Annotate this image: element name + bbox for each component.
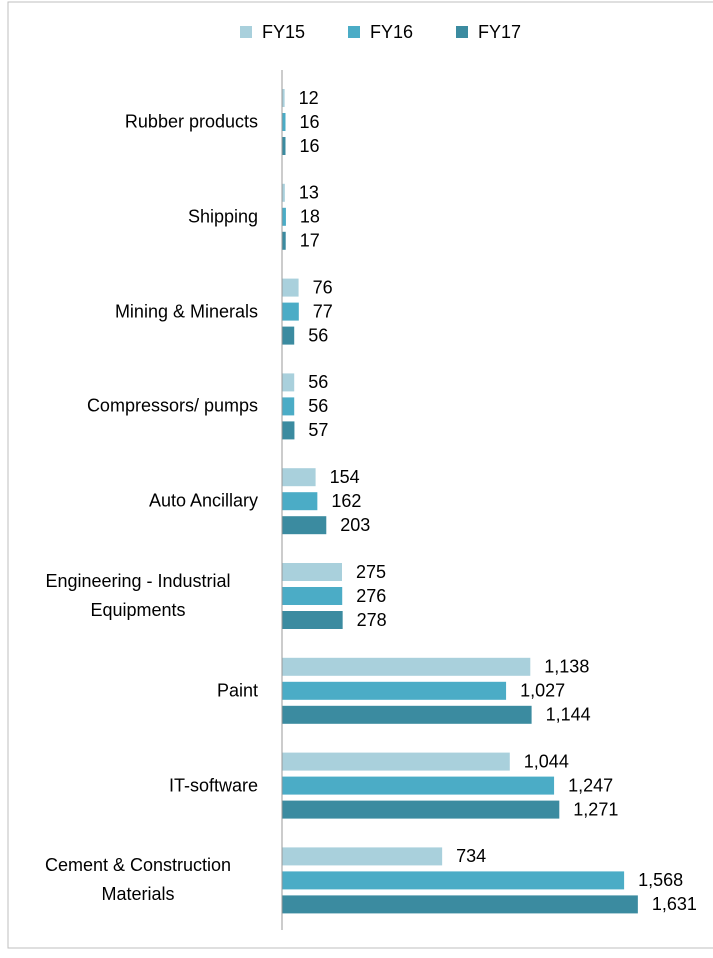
data-label: 1,027 <box>520 681 565 701</box>
bar <box>282 137 286 155</box>
data-label: 154 <box>330 467 360 487</box>
category-label-box: Rubber products <box>125 108 258 137</box>
y-tick-label: Rubber products <box>124 111 258 132</box>
bar <box>282 516 327 535</box>
y-tick-label: Engineering - Industrial Equipments <box>45 571 231 620</box>
bar <box>282 89 285 107</box>
bar <box>282 776 555 795</box>
bar <box>282 752 510 771</box>
bar <box>282 302 299 321</box>
legend-swatch <box>348 26 360 38</box>
bar <box>282 326 295 345</box>
data-label: 162 <box>331 491 361 511</box>
y-tick-label: Auto Ancillary <box>148 490 258 511</box>
category-label-box: Mining & Minerals <box>115 297 258 326</box>
data-label: 1,568 <box>638 870 683 890</box>
data-label: 56 <box>308 325 328 345</box>
bar <box>282 373 295 392</box>
bar <box>282 800 560 819</box>
category-label-box: Compressors/ pumps <box>87 392 258 421</box>
bar <box>282 492 318 511</box>
data-label: 275 <box>356 562 386 582</box>
data-label: 1,044 <box>524 751 569 771</box>
data-label: 77 <box>313 301 333 321</box>
bar <box>282 397 295 416</box>
category-label-box: Engineering - Industrial Equipments <box>18 567 258 625</box>
bar <box>282 278 299 297</box>
y-tick-label: Compressors/ pumps <box>86 395 258 416</box>
legend-swatch <box>456 26 468 38</box>
data-label: 276 <box>356 586 386 606</box>
data-label: 16 <box>299 136 319 156</box>
category-label-box: Paint <box>217 676 258 705</box>
data-label: 16 <box>299 112 319 132</box>
bar <box>282 657 531 676</box>
legend-swatch <box>240 26 252 38</box>
bar <box>282 871 625 890</box>
bar <box>282 611 343 629</box>
data-label: 17 <box>300 231 320 251</box>
data-label: 1,631 <box>652 894 697 914</box>
data-label: 734 <box>456 846 486 866</box>
data-label: 203 <box>340 515 370 535</box>
data-label: 12 <box>299 88 319 108</box>
data-label: 76 <box>313 277 333 297</box>
category-label-box: Shipping <box>188 202 258 231</box>
data-label: 13 <box>299 183 319 203</box>
legend-label: FY17 <box>478 22 521 42</box>
bar <box>282 705 532 724</box>
chart-frame <box>7 1 713 949</box>
bar <box>282 421 295 440</box>
data-label: 56 <box>308 396 328 416</box>
data-label: 57 <box>308 420 328 440</box>
bar <box>282 468 316 487</box>
category-label-box: IT-software <box>169 771 258 800</box>
bar <box>282 207 286 226</box>
bar <box>282 895 638 914</box>
data-label: 18 <box>300 207 320 227</box>
data-label: 1,144 <box>546 705 591 725</box>
data-label: 56 <box>308 372 328 392</box>
y-tick-label: Paint <box>216 680 258 701</box>
bar <box>282 681 507 700</box>
y-tick-label: Cement & Construction Materials <box>44 855 232 905</box>
y-tick-label: Shipping <box>187 206 258 227</box>
data-label: 1,138 <box>544 657 589 677</box>
data-label: 1,247 <box>568 775 613 795</box>
bar <box>282 847 443 866</box>
bar <box>282 587 343 605</box>
bar <box>282 563 342 581</box>
bar <box>282 231 286 250</box>
data-label: 278 <box>357 610 387 630</box>
legend-label: FY16 <box>370 22 413 42</box>
y-tick-label: IT-software <box>168 775 258 796</box>
bar <box>282 113 286 131</box>
bar <box>282 183 285 202</box>
category-label-box: Auto Ancillary <box>149 487 258 516</box>
y-tick-label: Mining & Minerals <box>114 301 258 322</box>
data-label: 1,271 <box>573 799 618 819</box>
category-label-box: Cement & Construction Materials <box>18 851 258 909</box>
legend-label: FY15 <box>262 22 305 42</box>
